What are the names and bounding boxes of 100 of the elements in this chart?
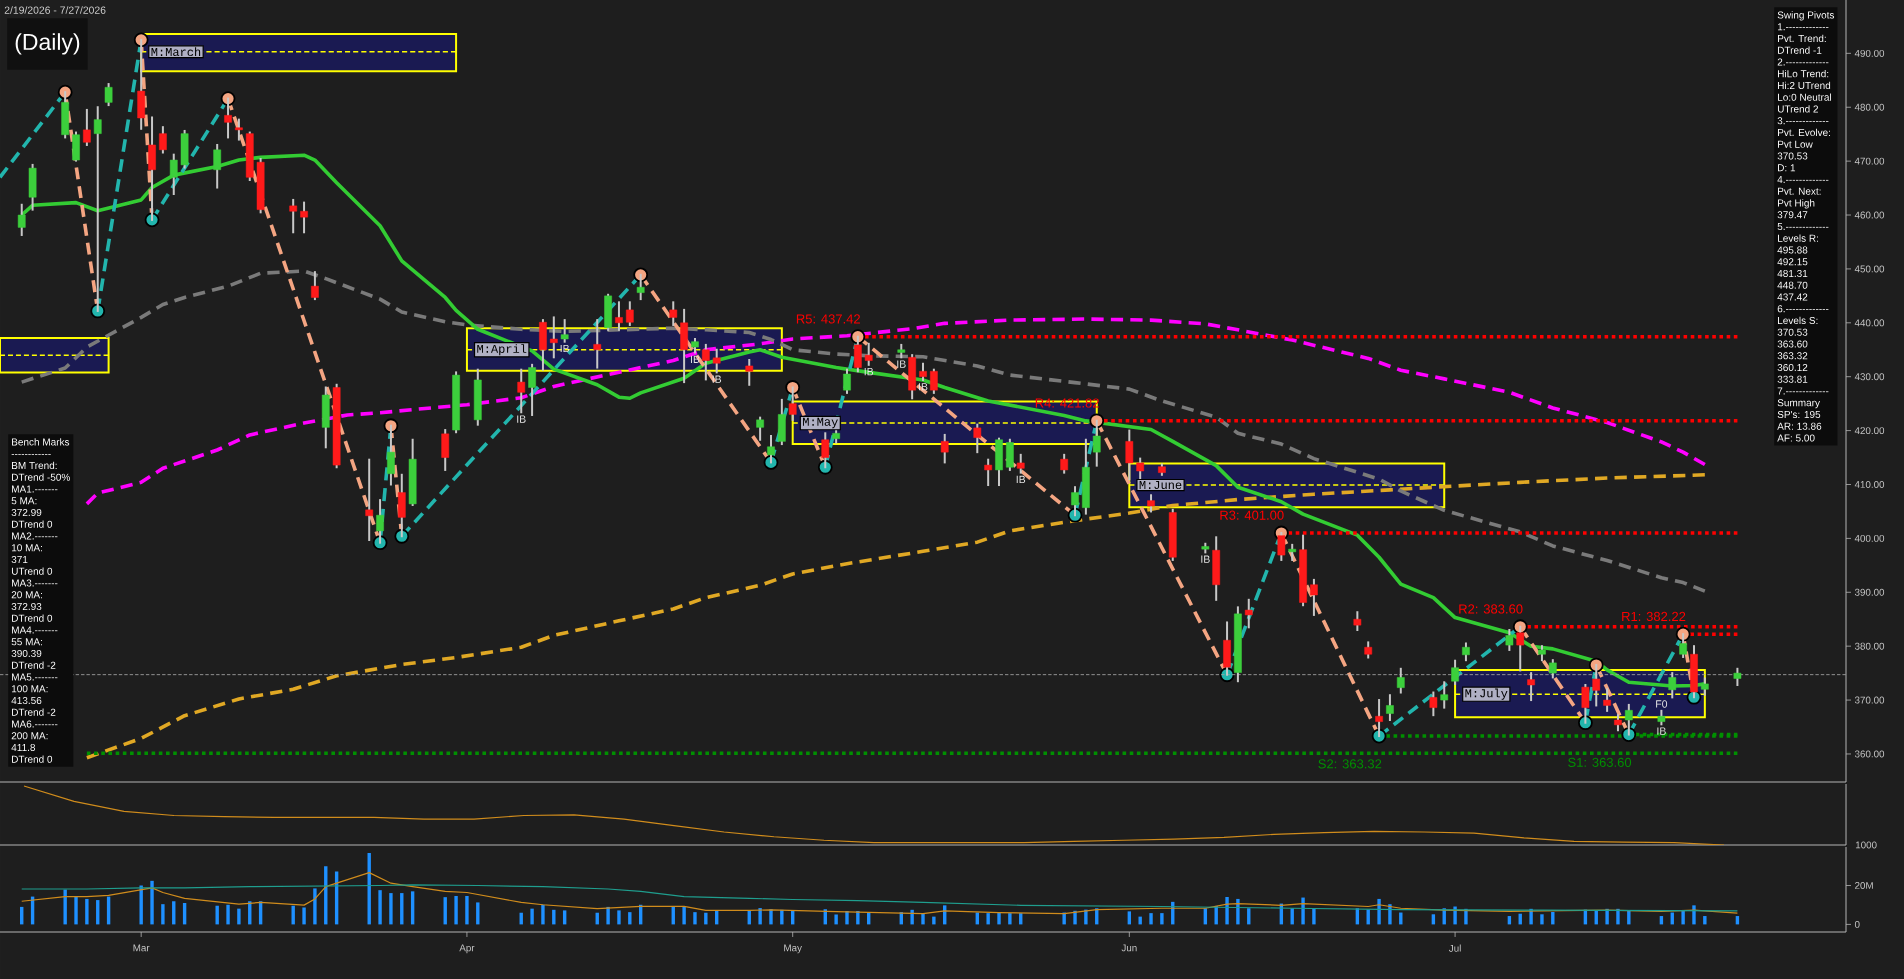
annotation: MA6.------- — [12, 720, 58, 728]
y-tick-label: 20M — [1855, 882, 1873, 889]
annotation: 379.47 — [1777, 211, 1808, 219]
annotation: 100 MA: — [11, 685, 48, 693]
x-tick-label: Apr — [459, 944, 475, 954]
annotation: Pvt High — [1778, 199, 1815, 209]
annotation: 1.------------- — [1777, 23, 1829, 31]
series-label: R3: 401.00 — [1220, 510, 1284, 520]
annotation: UTrend 2 — [1777, 105, 1819, 113]
annotation: DTrend 0 — [12, 755, 53, 763]
y-tick-label: 410.00 — [1854, 481, 1885, 488]
text: (Daily) — [15, 33, 80, 55]
annotation: 55 MA: — [11, 638, 42, 646]
annotation: 448.70 — [1777, 281, 1808, 289]
annotation: Levels S: — [1778, 316, 1818, 325]
y-tick-label: 460.00 — [1854, 211, 1885, 219]
y-tick-label: 360.00 — [1854, 750, 1885, 758]
y-tick-label: 430.00 — [1854, 373, 1885, 381]
annotation: DTrend -1 — [1778, 46, 1822, 54]
annotation: MA3.------- — [12, 579, 58, 587]
annotation: 492.15 — [1777, 258, 1808, 266]
series-label: M:March — [151, 47, 201, 57]
annotation: 10 MA: — [11, 544, 42, 552]
annotation: Pvt. Trend: — [1778, 34, 1826, 43]
text: Swing Pivots — [1777, 11, 1835, 21]
annotation: 200 MA: — [11, 732, 48, 740]
annotation: 372.99 — [11, 508, 42, 517]
series-label: M:June — [1139, 481, 1182, 490]
annotation: Pvt. Next: — [1778, 187, 1821, 195]
annotation: IB — [1201, 555, 1210, 563]
text: 1000 — [1855, 841, 1877, 849]
annotation: Summary — [1777, 399, 1820, 409]
y-tick-label: 470.00 — [1854, 157, 1885, 165]
annotation: DTrend 0 — [12, 614, 53, 622]
y-tick-label: 390.00 — [1854, 588, 1885, 596]
annotation: IB — [897, 360, 906, 368]
annotation: MA2.------- — [12, 532, 58, 540]
annotation: 5 MA: — [11, 497, 37, 505]
annotation: 4.------------- — [1777, 176, 1829, 183]
annotation: HiLo Trend: — [1778, 69, 1829, 78]
series-label: R5: 437.42 — [796, 314, 860, 324]
y-tick-label: 370.00 — [1854, 696, 1885, 704]
annotation: Levels R: — [1778, 234, 1818, 242]
text: Bench Marks — [12, 438, 70, 446]
y-tick-label: 440.00 — [1854, 319, 1885, 327]
series-label: R2: 383.60 — [1459, 604, 1523, 614]
annotation: AF: 5.00 — [1777, 434, 1815, 442]
annotation: IB — [1016, 475, 1026, 484]
x-tick-label: Jul — [1448, 944, 1461, 952]
series-label: S2: 363.32 — [1318, 759, 1382, 769]
chart-subtitle: 2/19/2026 - 7/27/2026 — [4, 6, 106, 14]
annotation: 372.93 — [11, 602, 42, 611]
annotation: 2.------------- — [1777, 58, 1829, 66]
annotation: 481.31 — [1777, 269, 1808, 278]
annotation: 495.88 — [1777, 246, 1808, 254]
annotation: DTrend -50% — [12, 473, 70, 481]
y-tick-label: 0 — [1854, 920, 1860, 928]
x-tick-label: Mar — [133, 944, 150, 952]
annotation: 333.81 — [1777, 375, 1808, 383]
annotation: 370.53 — [1777, 328, 1808, 336]
series-label: R1: 382.22 — [1622, 611, 1686, 622]
annotation: UTrend 0 — [11, 567, 53, 575]
series-label: M:April — [477, 344, 527, 356]
annotation: 371 — [11, 555, 28, 564]
annotation: MA4.------- — [12, 626, 58, 634]
annotation: MA5.------- — [12, 673, 58, 681]
annotation: D: 1 — [1778, 164, 1796, 172]
annotation: IB — [1657, 727, 1666, 735]
annotation: 6.------------- — [1777, 305, 1829, 313]
annotation: 20 MA: — [11, 591, 42, 599]
annotation: 413.56 — [11, 696, 42, 705]
annotation: DTrend 0 — [12, 520, 53, 528]
annotation: 360.12 — [1777, 363, 1808, 372]
annotation: IB — [517, 415, 526, 423]
annotation: SP's: 195 — [1777, 410, 1821, 419]
annotation: 390.39 — [11, 649, 42, 658]
series-label: S1: 363.60 — [1568, 757, 1632, 767]
x-tick-label: Jun — [1121, 944, 1137, 952]
y-tick-label: 380.00 — [1854, 642, 1885, 650]
y-tick-label: 450.00 — [1854, 265, 1885, 273]
x-tick-label: May — [784, 944, 802, 954]
series-label: M:May — [803, 417, 838, 429]
annotation: 370.53 — [1777, 152, 1808, 160]
annotation: 363.32 — [1777, 352, 1808, 360]
annotation: 7.------------- — [1777, 387, 1829, 395]
y-tick-label: 480.00 — [1854, 103, 1885, 111]
annotation: 437.42 — [1777, 293, 1808, 301]
y-tick-label: 400.00 — [1854, 534, 1885, 542]
annotation: BM Trend: — [12, 461, 57, 470]
annotation: 5.------------- — [1777, 223, 1829, 231]
annotation: F0 — [1656, 700, 1668, 708]
annotation: 411.8 — [11, 743, 36, 752]
annotation: Hi:2 UTrend — [1778, 81, 1831, 90]
annotation: MA1.------- — [12, 485, 58, 493]
annotation: Pvt Low — [1778, 140, 1813, 148]
annotation: Pvt. Evolve: — [1778, 128, 1831, 137]
y-tick-label: 420.00 — [1854, 427, 1885, 435]
annotation: ------------ — [11, 454, 51, 455]
series-label: M:July — [1465, 688, 1508, 700]
annotation: Lo:0 Neutral — [1778, 93, 1831, 101]
